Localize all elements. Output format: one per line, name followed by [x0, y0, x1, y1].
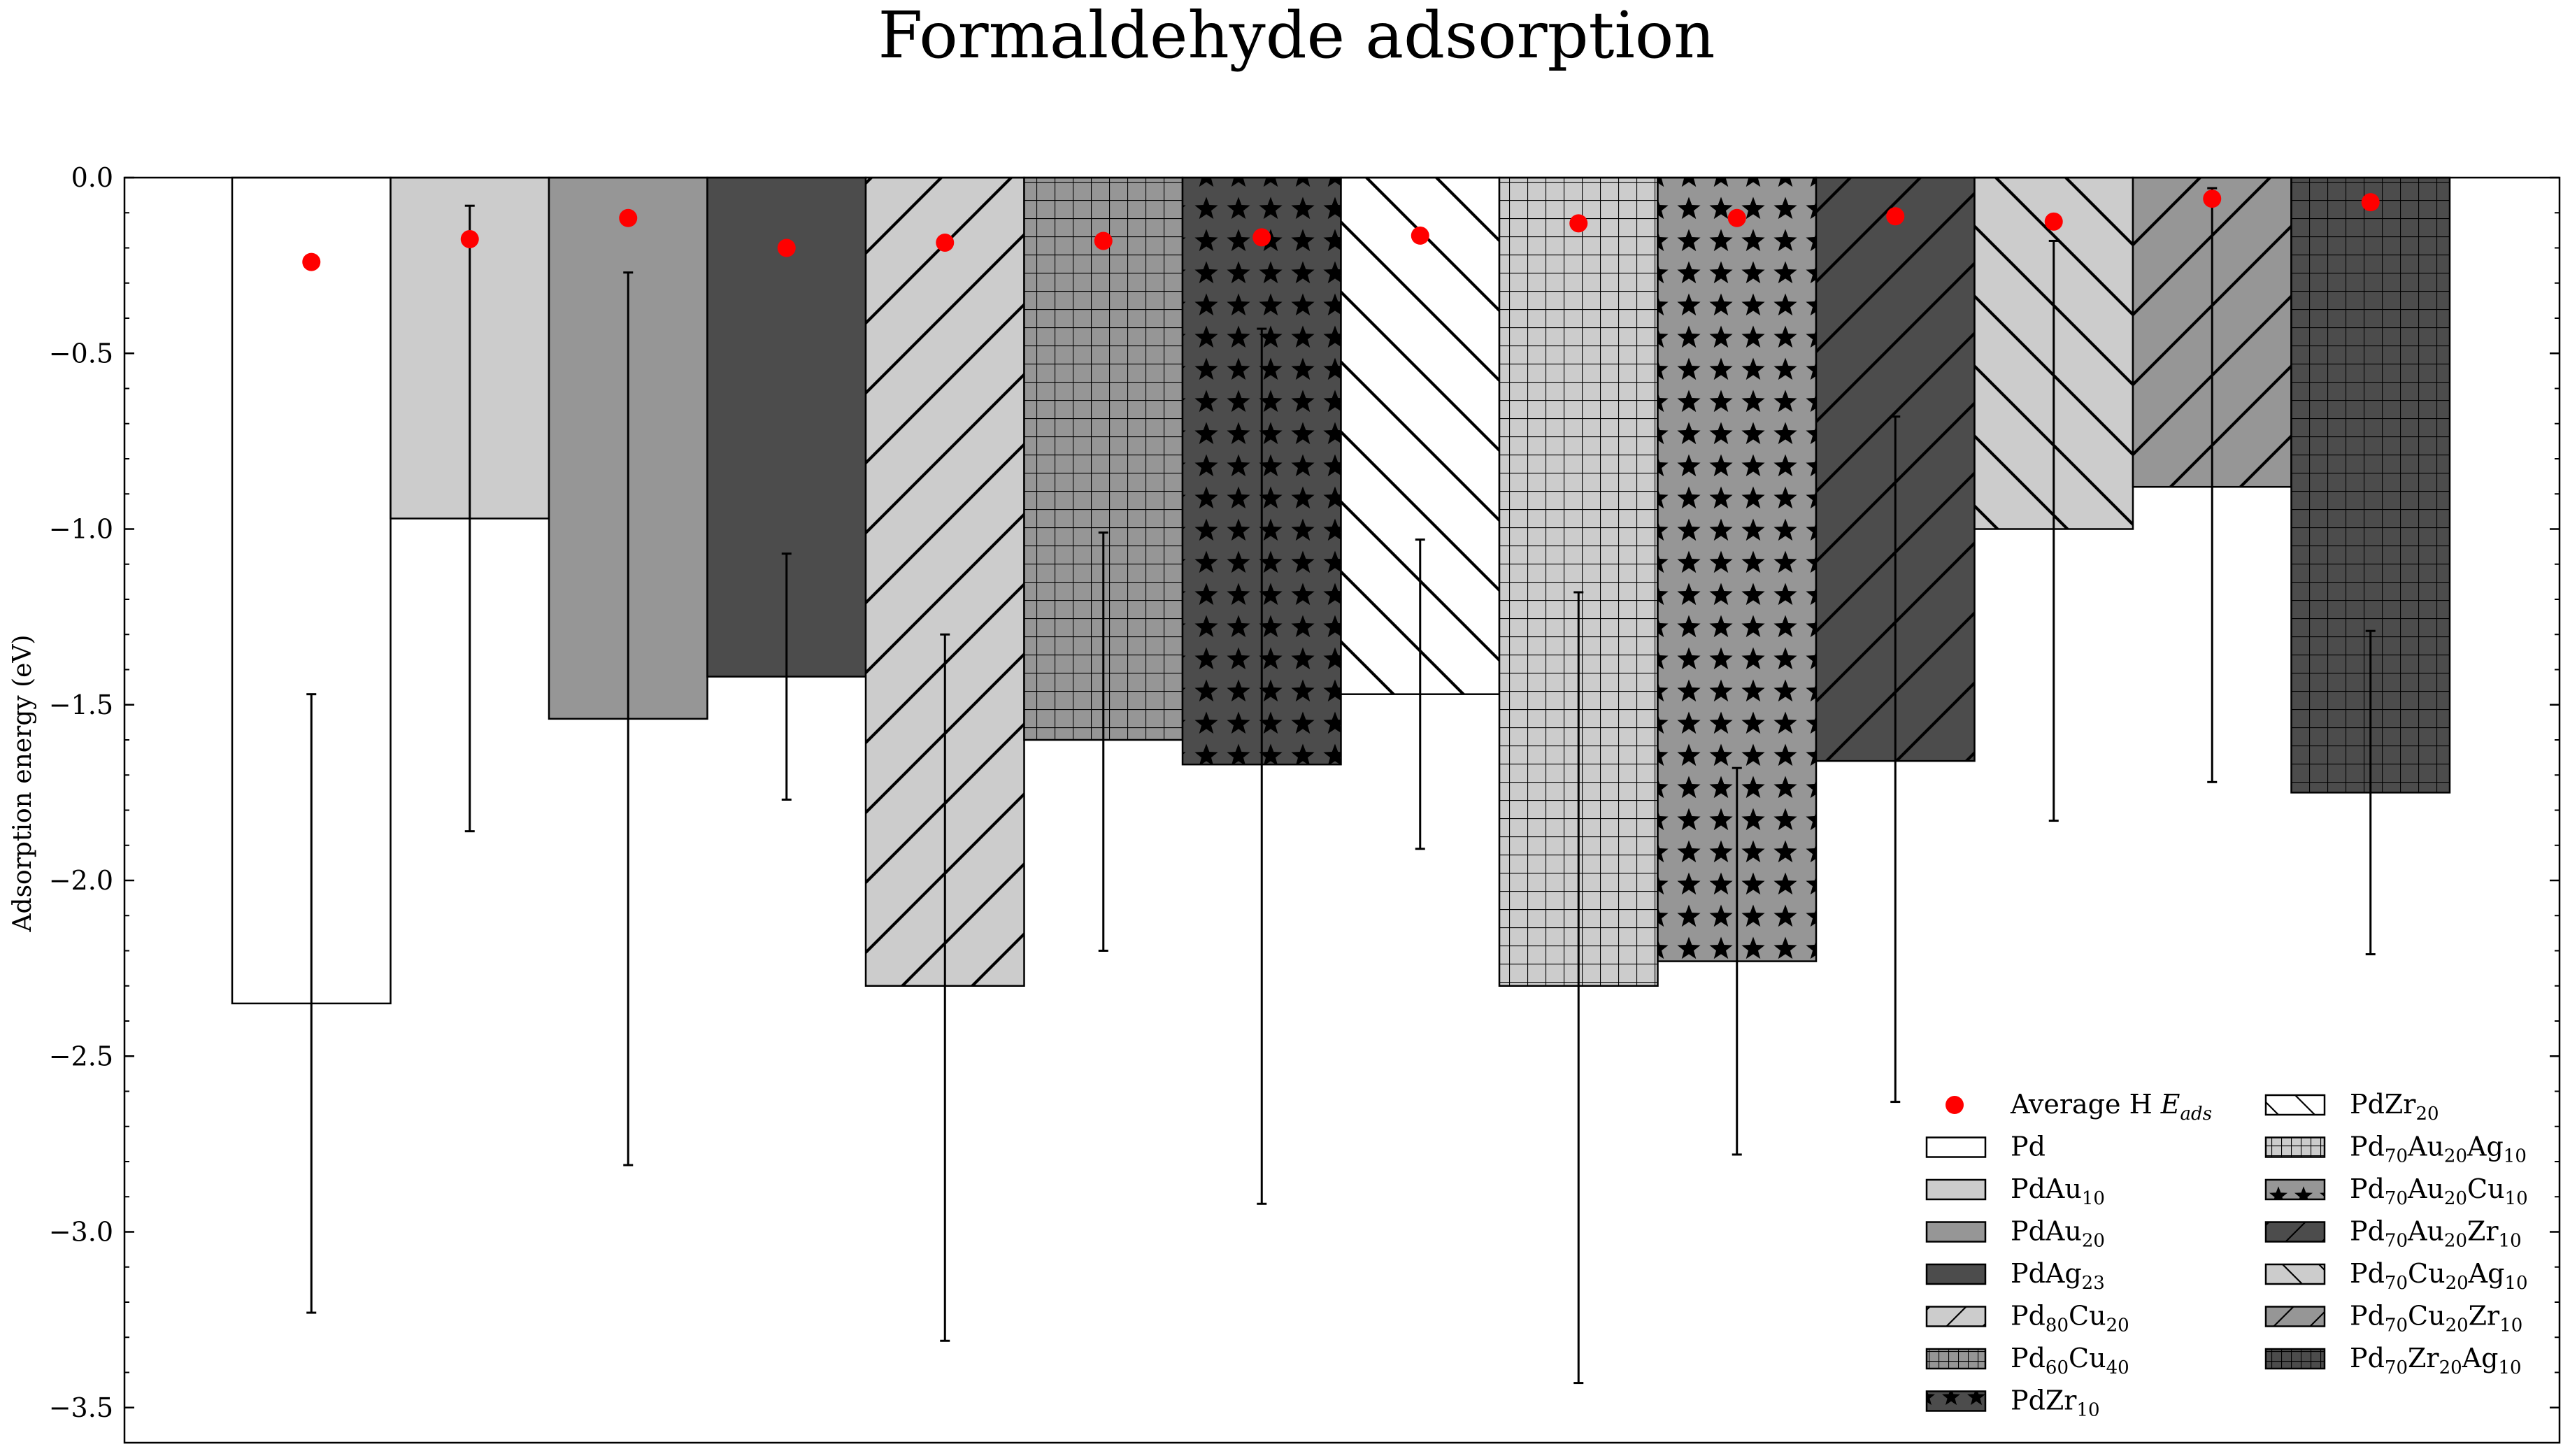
legend-label-pd70cu20zr10: Pd70Cu20Zr10 — [2350, 1301, 2522, 1336]
errorbar-pd — [306, 693, 317, 1314]
legend-swatch-pd70au20ag10 — [2264, 1136, 2326, 1158]
legend-label-pd80cu20: Pd80Cu20 — [2011, 1301, 2129, 1336]
errorbar-pd70cu20ag10 — [2048, 239, 2059, 822]
errorbar-pdag23 — [781, 552, 792, 801]
errorbar-pdau20 — [623, 271, 634, 1166]
legend-label-average-h-eads: Average H Eads — [2010, 1089, 2212, 1125]
legend-swatch-pdag23 — [1925, 1263, 1987, 1285]
legend-label-pd70au20cu10: Pd70Au20Cu10 — [2350, 1173, 2528, 1209]
legend-entry-pdzr20: PdZr20 — [2264, 1089, 2439, 1125]
legend-entry-pdau20: PdAu20 — [1925, 1216, 2105, 1252]
legend-swatch-pd70zr20ag10 — [2264, 1348, 2326, 1370]
legend-swatch-pd60cu40 — [1925, 1348, 1987, 1370]
legend-label-pdau20: PdAu20 — [2011, 1216, 2105, 1252]
y-tick-label: −3.0 — [49, 1217, 113, 1248]
errorbar-pd70au20zr10 — [1890, 415, 1901, 1104]
legend-label-pdag23: PdAg23 — [2011, 1258, 2105, 1294]
avg-h-points-layer — [302, 190, 2380, 271]
legend-entry-pd70cu20zr10: Pd70Cu20Zr10 — [2264, 1301, 2522, 1336]
errorbar-pdzr10 — [1257, 327, 1267, 1205]
legend-entry-pd70au20ag10: Pd70Au20Ag10 — [2264, 1132, 2527, 1167]
bars-layer — [231, 176, 2451, 1005]
legend-entry-pd: Pd — [1925, 1132, 2046, 1162]
y-tick-label: −0.5 — [49, 338, 113, 369]
avg-h-point-pd70zr20ag10 — [2361, 193, 2380, 212]
avg-h-point-pd70au20zr10 — [1886, 207, 1905, 226]
avg-h-point-pd70cu20zr10 — [2203, 190, 2222, 208]
y-tick-label: −3.5 — [49, 1392, 113, 1423]
avg-h-point-pd70au20ag10 — [1569, 214, 1588, 233]
y-tick-label: −2.0 — [49, 865, 113, 896]
avg-h-point-pdzr20 — [1411, 226, 1429, 245]
legend-swatch-pd70cu20zr10 — [2264, 1306, 2326, 1327]
legend-swatch-pdzr20 — [2264, 1094, 2326, 1116]
legend-entry-pd70cu20ag10: Pd70Cu20Ag10 — [2264, 1258, 2528, 1294]
errorbar-pd60cu40 — [1098, 531, 1108, 952]
legend-label-pd70au20ag10: Pd70Au20Ag10 — [2350, 1132, 2527, 1167]
errorbars-layer — [306, 187, 2376, 1385]
avg-h-point-pd70cu20ag10 — [2044, 212, 2063, 231]
legend-swatch-pd70au20cu10 — [2264, 1178, 2326, 1201]
legend-swatch-pdau10 — [1925, 1178, 1987, 1201]
legend-label-pdau10: PdAu10 — [2011, 1173, 2105, 1209]
avg-h-point-pdzr10 — [1252, 228, 1271, 247]
chart-title: Formaldehyde adsorption — [878, 0, 1715, 73]
legend-entry-pd60cu40: Pd60Cu40 — [1925, 1343, 2129, 1378]
legend-entry-pd70au20cu10: Pd70Au20Cu10 — [2264, 1173, 2528, 1209]
avg-h-point-pd70au20cu10 — [1727, 208, 1746, 227]
errorbar-pdzr20 — [1415, 538, 1425, 850]
legend-entry-pd70au20zr10: Pd70Au20Zr10 — [2264, 1216, 2522, 1252]
legend-swatch-pdau20 — [1925, 1221, 1987, 1243]
avg-h-point-pd — [302, 252, 321, 271]
y-tick-label: −2.5 — [49, 1041, 113, 1071]
avg-h-point-pd60cu40 — [1094, 231, 1113, 250]
y-axis-label: Adsorption energy (eV) — [8, 635, 37, 933]
legend-label-pd60cu40: Pd60Cu40 — [2011, 1343, 2129, 1378]
y-axis-ticks: 0.0 −0.5 −1.0 −1.5 −2.0 −2.5 −3.0 −3.5 — [49, 162, 2560, 1423]
y-tick-label: −1.0 — [49, 514, 113, 545]
legend-entry-pd80cu20: Pd80Cu20 — [1925, 1301, 2129, 1336]
avg-h-point-pdau10 — [460, 229, 479, 248]
y-tick-label: 0.0 — [71, 162, 113, 193]
legend-label-pd70au20zr10: Pd70Au20Zr10 — [2350, 1216, 2522, 1252]
errorbar-pd80cu20 — [940, 633, 950, 1342]
avg-h-point-pd80cu20 — [936, 233, 955, 252]
legend-swatch-pd70au20zr10 — [2264, 1221, 2326, 1243]
legend-entry-pdzr10: PdZr10 — [1925, 1385, 2100, 1421]
legend: Average H Eads Pd PdAu10 PdAu20 PdAg23 Pd80Cu… — [1925, 1089, 2528, 1421]
errorbar-pdau10 — [464, 204, 475, 833]
errorbar-pd70au20cu10 — [1732, 766, 1742, 1156]
legend-marker-average-h-eads — [1946, 1096, 1964, 1114]
errorbar-pd70cu20zr10 — [2207, 187, 2218, 783]
legend-entry-average-h-eads: Average H Eads — [1946, 1089, 2212, 1125]
legend-label-pd70zr20ag10: Pd70Zr20Ag10 — [2350, 1343, 2522, 1378]
legend-label-pdzr20: PdZr20 — [2350, 1089, 2439, 1125]
legend-label-pd70cu20ag10: Pd70Cu20Ag10 — [2350, 1258, 2528, 1294]
y-tick-label: −1.5 — [49, 690, 113, 720]
legend-entry-pdag23: PdAg23 — [1925, 1258, 2105, 1294]
legend-swatch-pd — [1925, 1136, 1987, 1158]
legend-label-pd: Pd — [2011, 1132, 2046, 1162]
legend-swatch-pd80cu20 — [1925, 1306, 1987, 1327]
legend-entry-pd70zr20ag10: Pd70Zr20Ag10 — [2264, 1343, 2522, 1378]
legend-label-pdzr10: PdZr10 — [2011, 1385, 2100, 1421]
legend-swatch-pd70cu20ag10 — [2264, 1263, 2326, 1285]
legend-entry-pdau10: PdAu10 — [1925, 1173, 2105, 1209]
legend-swatch-pdzr10 — [1925, 1390, 1987, 1412]
avg-h-point-pdag23 — [777, 238, 796, 257]
avg-h-point-pdau20 — [619, 208, 638, 227]
errorbar-pd70zr20ag10 — [2365, 629, 2376, 956]
errorbar-pd70au20ag10 — [1573, 591, 1584, 1385]
